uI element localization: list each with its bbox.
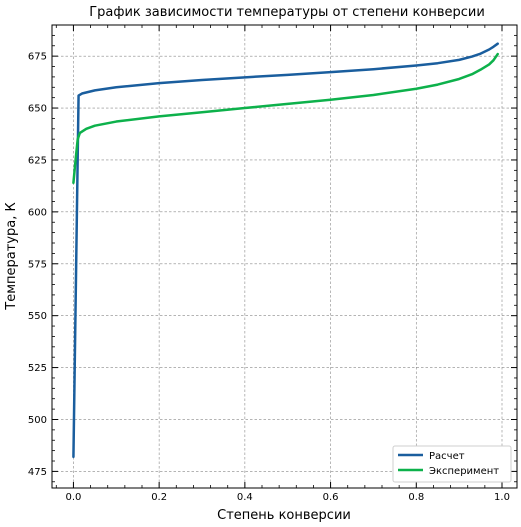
legend-label-calculated: Расчет [429,451,465,462]
x-tick-label: 0.4 [237,492,253,503]
y-axis-label: Температура, К [4,202,19,310]
x-tick-label: 0.2 [151,492,167,503]
series-line-calculated [72,42,499,459]
x-tick-label: 0.8 [408,492,424,503]
y-tick-label: 550 [28,311,47,322]
y-tick-label: 500 [28,415,47,426]
legend: Расчет Эксперимент [392,445,512,483]
x-tick-label: 0.6 [323,492,339,503]
axis-ticks [52,24,517,488]
plot-series [72,42,499,459]
y-tick-label: 600 [28,207,47,218]
y-tick-label: 625 [28,155,47,166]
y-tick-label: 475 [28,467,47,478]
axis-tick-labels: 0.0 0.2 0.4 0.6 0.8 1.0 475 500 525 550 575 600 625 6… [28,52,510,503]
x-tick-label: 0.0 [65,492,81,503]
y-tick-label: 575 [28,259,47,270]
x-axis-label: Степень конверсии [217,508,351,523]
legend-label-experiment: Эксперимент [429,466,499,477]
chart-title: График зависимости температуры от степен… [89,5,485,20]
y-tick-label: 650 [28,104,47,115]
plot-frame [51,24,518,489]
y-tick-label: 525 [28,363,47,374]
x-tick-label: 1.0 [494,492,510,503]
grid [52,25,517,488]
series-line-experiment [72,52,499,185]
y-tick-label: 675 [28,52,47,63]
